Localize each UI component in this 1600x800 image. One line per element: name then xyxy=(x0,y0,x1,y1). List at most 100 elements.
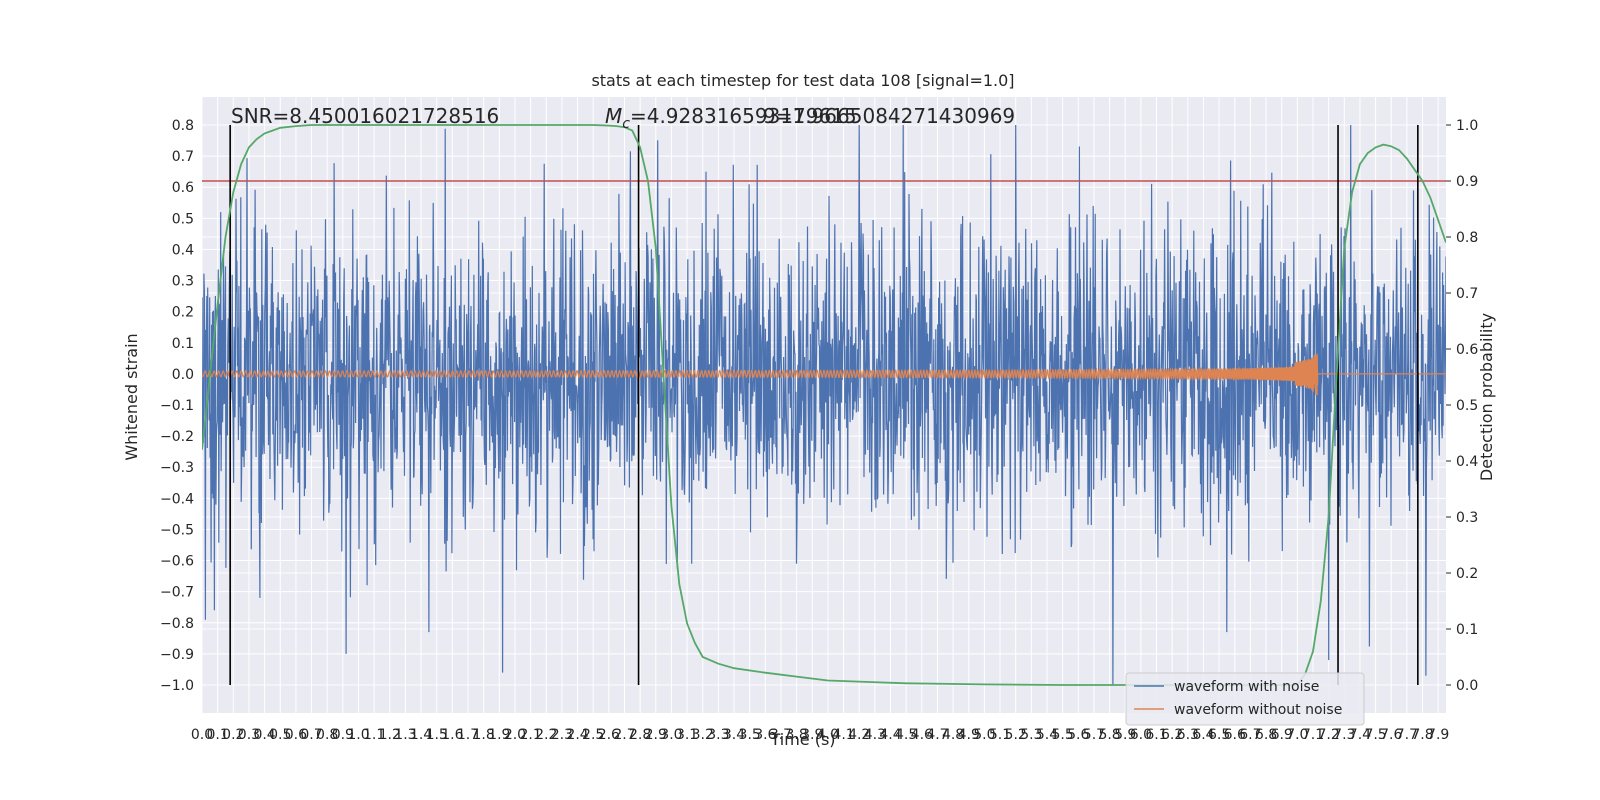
x-tick-label: 1.2 xyxy=(379,727,401,743)
x-tick-label: 1.8 xyxy=(473,727,495,743)
x-tick-label: 0.1 xyxy=(207,727,229,743)
x-tick-label: 3.1 xyxy=(676,727,698,743)
x-tick-label: 1.1 xyxy=(363,727,385,743)
y-tick-label: 0.6 xyxy=(172,180,194,196)
y-tick-label: −1.0 xyxy=(160,678,194,694)
x-tick-label: 2.5 xyxy=(582,727,604,743)
y-tick-label: −0.3 xyxy=(160,460,194,476)
x-tick-label: 3.8 xyxy=(785,727,807,743)
x-tick-label: 7.2 xyxy=(1318,727,1340,743)
right-y-tick-label: 0.3 xyxy=(1456,510,1478,526)
x-tick-label: 5.1 xyxy=(989,727,1011,743)
x-tick-label: 1.4 xyxy=(410,727,432,743)
x-tick-label: 3.9 xyxy=(801,727,823,743)
y-tick-label: 0.7 xyxy=(172,149,194,165)
x-tick-label: 2.6 xyxy=(598,727,620,743)
x-tick-label: 0.5 xyxy=(269,727,291,743)
y-tick-label: −0.5 xyxy=(160,522,194,538)
x-tick-label: 4.6 xyxy=(911,727,933,743)
x-tick-label: 5.9 xyxy=(1114,727,1136,743)
y-tick-label: −0.4 xyxy=(160,491,194,507)
x-tick-label: 0.3 xyxy=(238,727,260,743)
x-tick-label: 1.0 xyxy=(347,727,369,743)
y-tick-label: 0.1 xyxy=(172,336,194,352)
x-tick-label: 0.0 xyxy=(191,727,213,743)
right-y-axis-ticks: 1.0 0.9 0.8 0.7 0.6 0.5 0.4 0.3 0.2 0.1 0.0 xyxy=(1446,118,1478,694)
x-tick-label: 1.7 xyxy=(457,727,479,743)
x-tick-label: 5.3 xyxy=(1020,727,1042,743)
x-tick-label: 4.3 xyxy=(864,727,886,743)
x-tick-label: 7.7 xyxy=(1396,727,1418,743)
x-tick-label: 5.0 xyxy=(973,727,995,743)
x-axis-label: Time (s) xyxy=(769,730,835,749)
x-axis-ticks: 0.00.10.20.30.40.50.60.70.80.91.01.11.21… xyxy=(191,727,1449,743)
legend-label-noise: waveform with noise xyxy=(1174,679,1319,695)
x-tick-label: 6.7 xyxy=(1239,727,1261,743)
right-y-tick-label: 1.0 xyxy=(1456,118,1478,134)
x-tick-label: 7.0 xyxy=(1286,727,1308,743)
x-tick-label: 2.0 xyxy=(504,727,526,743)
y-tick-label: 0.5 xyxy=(172,211,194,227)
y-tick-label: −0.6 xyxy=(160,554,194,570)
x-tick-label: 6.4 xyxy=(1192,727,1214,743)
x-tick-label: 5.6 xyxy=(1067,727,1089,743)
x-tick-label: 4.8 xyxy=(942,727,964,743)
y-tick-label: −0.9 xyxy=(160,647,194,663)
x-tick-label: 4.1 xyxy=(832,727,854,743)
x-tick-label: 1.9 xyxy=(488,727,510,743)
x-tick-label: 7.5 xyxy=(1364,727,1386,743)
y-tick-label: −0.8 xyxy=(160,616,194,632)
right-y-tick-label: 0.0 xyxy=(1456,678,1478,694)
series-detection-probability xyxy=(202,124,1446,686)
y-tick-label: 0.8 xyxy=(172,118,194,134)
x-tick-label: 6.8 xyxy=(1255,727,1277,743)
y-tick-label: −0.2 xyxy=(160,429,194,445)
y-tick-label: −0.1 xyxy=(160,398,194,414)
x-tick-label: 0.6 xyxy=(285,727,307,743)
x-tick-label: 0.4 xyxy=(253,727,275,743)
chart-title: stats at each timestep for test data 108… xyxy=(591,71,1014,90)
chirp-mass-value: =4.928316593179615 xyxy=(630,104,857,128)
x-tick-label: 0.8 xyxy=(316,727,338,743)
x-tick-label: 3.4 xyxy=(723,727,745,743)
x-tick-label: 5.4 xyxy=(1036,727,1058,743)
right-y-axis-label: Detection probability xyxy=(1477,313,1496,481)
x-tick-label: 3.6 xyxy=(754,727,776,743)
x-tick-label: 5.8 xyxy=(1098,727,1120,743)
y-axis-label: Whitened strain xyxy=(122,333,141,460)
legend: waveform with noise waveform without noi… xyxy=(1125,672,1365,726)
x-tick-label: 3.7 xyxy=(770,727,792,743)
x-tick-label: 7.1 xyxy=(1302,727,1324,743)
legend-label-clean: waveform without noise xyxy=(1174,702,1342,718)
series-waveform-without-noise xyxy=(202,353,1446,396)
x-tick-label: 7.6 xyxy=(1380,727,1402,743)
x-tick-label: 4.9 xyxy=(958,727,980,743)
x-tick-label: 2.3 xyxy=(551,727,573,743)
x-tick-label: 3.3 xyxy=(707,727,729,743)
x-tick-label: 2.8 xyxy=(629,727,651,743)
overlap-annotation: 9=1.9665084271430969 xyxy=(763,104,1015,128)
right-y-tick-label: 0.9 xyxy=(1456,174,1478,190)
right-y-tick-label: 0.8 xyxy=(1456,230,1478,246)
y-tick-label: 0.3 xyxy=(172,274,194,290)
right-y-tick-label: 0.1 xyxy=(1456,622,1478,638)
chirp-mass-annotation: Mc=4.928316593179615 xyxy=(605,104,857,132)
legend-box xyxy=(1125,672,1365,726)
x-tick-label: 4.5 xyxy=(895,727,917,743)
x-tick-label: 4.7 xyxy=(926,727,948,743)
x-tick-label: 3.0 xyxy=(660,727,682,743)
x-tick-label: 0.9 xyxy=(332,727,354,743)
x-tick-label: 3.2 xyxy=(692,727,714,743)
x-tick-label: 2.4 xyxy=(566,727,588,743)
x-tick-label: 2.9 xyxy=(645,727,667,743)
right-y-tick-label: 0.5 xyxy=(1456,398,1478,414)
vertical-markers xyxy=(229,125,1419,685)
x-tick-label: 7.3 xyxy=(1333,727,1355,743)
x-tick-label: 6.6 xyxy=(1224,727,1246,743)
x-tick-label: 7.8 xyxy=(1411,727,1433,743)
x-tick-label: 5.7 xyxy=(1083,727,1105,743)
snr-annotation: SNR=8.450016021728516 xyxy=(231,104,499,128)
x-tick-label: 1.5 xyxy=(426,727,448,743)
x-tick-label: 6.2 xyxy=(1161,727,1183,743)
